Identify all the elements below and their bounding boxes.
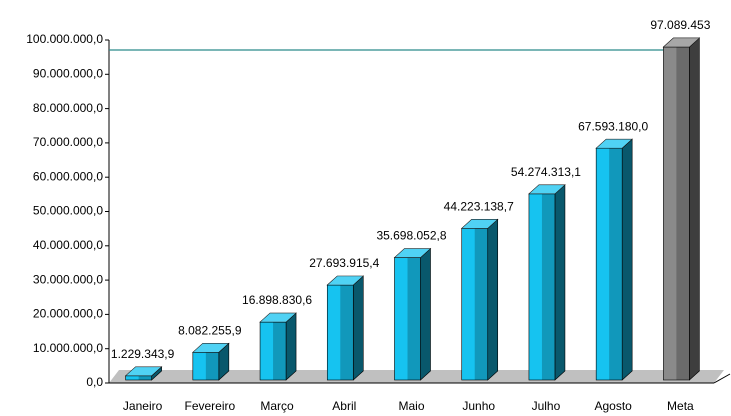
- bar-side-shade: [151, 366, 162, 380]
- bar-top-shade: [528, 184, 565, 194]
- y-tick-label: 60.000.000,0: [33, 169, 103, 183]
- bar-front-shade: [205, 352, 219, 380]
- data-label: 35.698.052,8: [376, 229, 446, 243]
- data-label: 67.593.180,0: [578, 119, 648, 133]
- bar-side-shade: [353, 276, 364, 380]
- bar: [259, 312, 297, 381]
- y-tick-label: 50.000.000,0: [33, 204, 103, 218]
- bar-top-shade: [260, 313, 297, 323]
- bar-top: [460, 219, 499, 229]
- bar-side-shade: [218, 343, 229, 380]
- bar: [595, 138, 633, 381]
- bar-front-shade: [138, 375, 152, 380]
- bar: [528, 184, 566, 381]
- x-tick-label: Julho: [532, 399, 561, 413]
- bar-top: [662, 37, 701, 48]
- x-tick-label: Junho: [462, 399, 495, 413]
- bar: [124, 366, 163, 381]
- data-label: 8.082.255,9: [178, 323, 242, 337]
- bar-front-shade: [676, 46, 690, 380]
- y-tick-label: 10.000.000,0: [33, 341, 103, 355]
- bar-front-shade: [541, 193, 555, 380]
- bar-front-shade: [273, 322, 287, 380]
- bar-front-shade: [609, 148, 623, 380]
- data-label: 27.693.915,4: [309, 256, 379, 270]
- x-axis-depth: [713, 373, 731, 384]
- bar: [460, 218, 499, 381]
- bar-top-shade: [461, 219, 498, 229]
- data-label: 16.898.830,6: [242, 293, 312, 307]
- data-label: 54.274.313,1: [511, 165, 581, 179]
- bar-front: [192, 351, 220, 381]
- bar-front-shade: [407, 257, 421, 380]
- x-tick-label: Agosto: [594, 399, 632, 413]
- data-label: 44.223.138,7: [444, 199, 514, 213]
- bar-side-shade: [622, 139, 633, 380]
- data-label: 97.089.453: [650, 18, 710, 32]
- bar-side-shade: [286, 313, 297, 380]
- bar-front-shade: [340, 285, 354, 380]
- y-tick-label: 0,0: [86, 375, 103, 389]
- bar-front: [461, 228, 489, 381]
- y-tick-label: 30.000.000,0: [33, 272, 103, 286]
- x-tick-label: Abril: [332, 399, 356, 413]
- bar-side-shade: [487, 219, 498, 380]
- bar: [326, 275, 365, 381]
- bar-top-shade: [125, 366, 162, 376]
- bar-top: [595, 138, 633, 149]
- bar-top-shade: [596, 139, 633, 149]
- bar: [393, 247, 432, 381]
- x-tick-label: Março: [260, 399, 294, 413]
- bar-front: [259, 321, 287, 381]
- x-tick-label: Janeiro: [123, 399, 163, 413]
- x-tick-label: Maio: [398, 399, 424, 413]
- bar-front: [528, 193, 556, 381]
- bar-top: [259, 312, 297, 323]
- y-tick-label: 90.000.000,0: [33, 66, 103, 80]
- bar-top: [528, 184, 566, 195]
- bar-top-shade: [327, 276, 364, 286]
- bar-side-shade: [554, 184, 565, 380]
- y-tick-label: 20.000.000,0: [33, 307, 103, 321]
- bar-front: [326, 284, 354, 381]
- y-tick-label: 80.000.000,0: [33, 101, 103, 115]
- bar: [192, 342, 230, 381]
- x-tick-label: Fevereiro: [184, 399, 235, 413]
- bar-top-shade: [192, 343, 229, 353]
- y-tick-label: 40.000.000,0: [33, 238, 103, 252]
- bar-side-shade: [689, 37, 700, 380]
- bar-top: [393, 248, 432, 258]
- y-tick-label: 70.000.000,0: [33, 135, 103, 149]
- bar-front-shade: [474, 228, 488, 380]
- bar: [662, 37, 701, 381]
- bar-side-shade: [420, 248, 431, 380]
- bar-top: [192, 342, 230, 353]
- y-tick-label: 100.000.000,0: [26, 32, 103, 46]
- bar-front: [595, 147, 623, 381]
- bar-top-shade: [663, 37, 700, 47]
- x-tick-label: Meta: [667, 399, 694, 413]
- bar-top: [124, 366, 163, 377]
- data-label: 1.229.343,9: [111, 347, 175, 361]
- bar-top: [326, 275, 365, 286]
- bar-top-shade: [394, 248, 431, 258]
